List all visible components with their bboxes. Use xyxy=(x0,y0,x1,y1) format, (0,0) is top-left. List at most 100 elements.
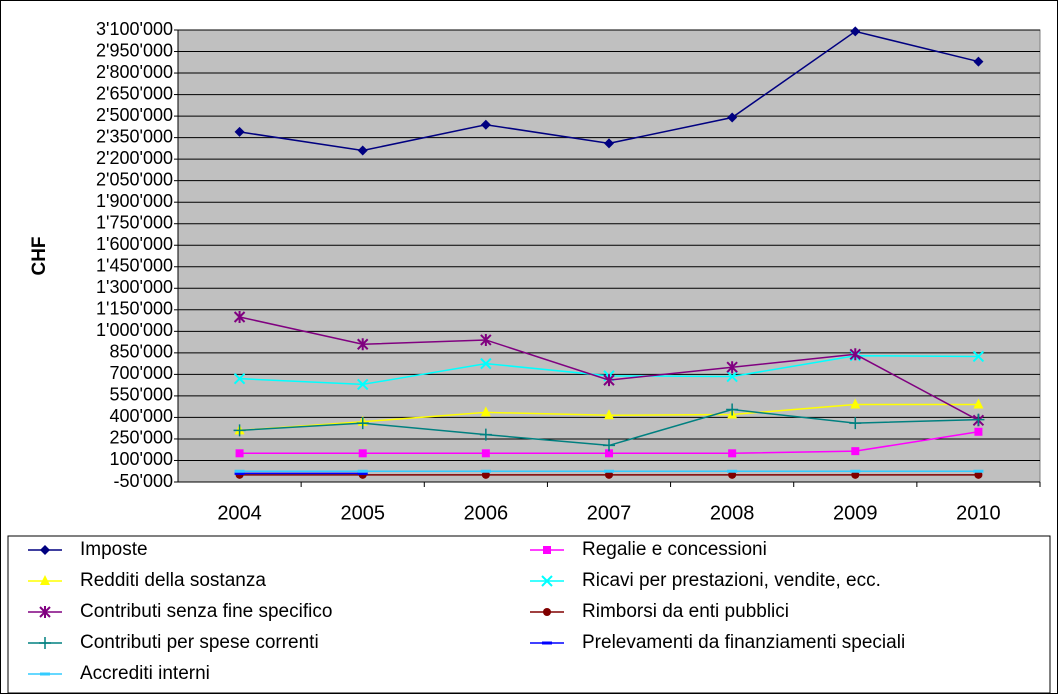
marker xyxy=(40,545,50,555)
y-tick-label: 1'750'000 xyxy=(96,212,173,232)
marker xyxy=(40,575,50,585)
y-tick-label: 2'350'000 xyxy=(96,126,173,146)
legend-label: Prelevamenti da finanziamenti speciali xyxy=(582,632,905,653)
y-tick-label: 2'650'000 xyxy=(96,83,173,103)
y-tick-label: 2'800'000 xyxy=(96,62,173,82)
marker xyxy=(480,357,492,370)
marker xyxy=(356,417,369,430)
legend-label: Contributi per spese correnti xyxy=(80,632,319,653)
marker xyxy=(605,449,613,458)
y-tick-label: 2'500'000 xyxy=(96,105,173,125)
marker xyxy=(604,138,614,149)
marker xyxy=(851,470,860,479)
y-tick-label: -50'000 xyxy=(114,471,173,491)
marker xyxy=(233,424,246,437)
y-tick-label: 3'100'000 xyxy=(96,19,173,39)
marker xyxy=(480,469,491,473)
marker xyxy=(973,469,984,473)
x-tick-label: 2005 xyxy=(340,502,385,524)
marker xyxy=(481,449,490,458)
marker xyxy=(973,398,984,409)
marker xyxy=(728,470,737,479)
y-tick-label: 400'000 xyxy=(109,406,173,426)
y-tick-label: 1'150'000 xyxy=(96,299,173,319)
marker xyxy=(357,145,368,156)
marker xyxy=(604,469,614,473)
legend-box xyxy=(7,535,1051,694)
marker xyxy=(728,449,737,458)
y-tick-label: 250'000 xyxy=(109,428,173,448)
marker xyxy=(481,470,490,479)
y-tick-label: 1'900'000 xyxy=(96,191,173,211)
y-tick-label: 550'000 xyxy=(109,385,173,405)
marker xyxy=(543,608,551,616)
legend-label: Imposte xyxy=(80,539,148,560)
y-tick-label: 2'200'000 xyxy=(96,148,173,168)
legend-label: Ricavi per prestazioni, vendite, ecc. xyxy=(582,570,881,591)
x-tick-label: 2008 xyxy=(710,502,755,524)
y-axis-label: CHF xyxy=(29,236,50,275)
marker xyxy=(40,672,50,676)
marker xyxy=(603,374,615,387)
y-tick-label: 1'000'000 xyxy=(96,320,173,340)
y-tick-label: 1'600'000 xyxy=(96,234,173,254)
marker xyxy=(480,333,492,346)
marker xyxy=(850,469,861,473)
marker xyxy=(233,372,246,385)
marker xyxy=(727,469,738,473)
marker xyxy=(357,338,369,351)
marker xyxy=(972,413,985,426)
marker xyxy=(851,447,860,456)
marker xyxy=(850,398,861,409)
marker xyxy=(849,417,862,430)
marker xyxy=(357,471,368,475)
marker xyxy=(974,470,983,479)
marker xyxy=(726,403,739,416)
marker xyxy=(849,348,861,361)
x-tick-label: 2004 xyxy=(217,502,262,524)
marker xyxy=(357,469,368,473)
marker xyxy=(39,637,51,649)
marker xyxy=(542,641,552,645)
y-tick-label: 850'000 xyxy=(109,342,173,362)
marker xyxy=(850,26,861,37)
x-tick-label: 2006 xyxy=(464,502,509,524)
marker xyxy=(973,56,984,67)
plot-area xyxy=(177,29,1041,483)
marker xyxy=(726,370,738,383)
legend-label: Accrediti interni xyxy=(80,663,210,684)
legend-label: Regalie e concessioni xyxy=(582,539,767,560)
marker xyxy=(479,428,492,441)
y-tick-label: 700'000 xyxy=(109,363,173,383)
marker xyxy=(972,350,985,363)
marker xyxy=(605,470,613,479)
marker xyxy=(974,427,983,436)
x-tick-label: 2010 xyxy=(956,502,1001,524)
marker xyxy=(234,471,245,475)
marker xyxy=(727,112,738,123)
x-tick-label: 2007 xyxy=(587,502,632,524)
marker xyxy=(541,575,553,587)
legend-label: Rimborsi da enti pubblici xyxy=(582,601,789,622)
marker xyxy=(480,406,491,417)
marker xyxy=(726,361,738,374)
marker xyxy=(603,439,615,452)
marker xyxy=(358,449,367,458)
x-tick-label: 2009 xyxy=(833,502,878,524)
y-tick-label: 2'050'000 xyxy=(96,169,173,189)
marker xyxy=(39,606,51,618)
marker xyxy=(357,378,369,391)
y-tick-label: 2'950'000 xyxy=(96,40,173,60)
marker xyxy=(480,119,491,130)
marker xyxy=(543,546,551,554)
legend-label: Redditi della sostanza xyxy=(80,570,266,591)
y-tick-label: 100'000 xyxy=(109,449,173,469)
marker xyxy=(604,409,614,420)
y-tick-label: 1'450'000 xyxy=(96,256,173,276)
y-tick-label: 1'300'000 xyxy=(96,277,173,297)
marker xyxy=(235,449,244,458)
legend-label: Contributi senza fine specifico xyxy=(80,601,332,622)
marker xyxy=(233,310,246,323)
marker xyxy=(234,469,245,473)
